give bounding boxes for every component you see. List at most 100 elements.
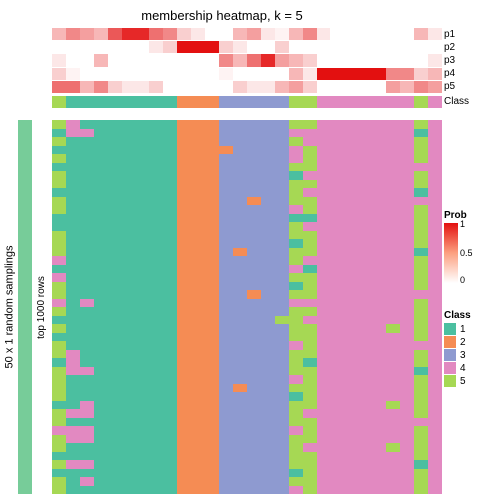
heatmap-cell [289, 299, 303, 308]
heatmap-cell [428, 214, 442, 223]
heatmap-cell [303, 163, 317, 172]
prob-cell [289, 41, 303, 53]
heatmap-cell [136, 486, 150, 495]
heatmap-cell [149, 231, 163, 240]
heatmap-row [52, 341, 442, 350]
heatmap-cell [428, 248, 442, 257]
heatmap-cell [247, 409, 261, 418]
heatmap-cell [414, 171, 428, 180]
heatmap-cell [233, 146, 247, 155]
heatmap-cell [303, 180, 317, 189]
heatmap-cell [149, 146, 163, 155]
heatmap-cell [275, 163, 289, 172]
heatmap-cell [233, 443, 247, 452]
heatmap-cell [261, 256, 275, 265]
prob-cell [386, 81, 400, 93]
heatmap-cell [136, 154, 150, 163]
heatmap-cell [289, 231, 303, 240]
heatmap-cell [66, 120, 80, 129]
heatmap-cell [94, 282, 108, 291]
heatmap-cell [122, 435, 136, 444]
heatmap-cell [66, 197, 80, 206]
heatmap-cell [400, 248, 414, 257]
heatmap-cell [372, 384, 386, 393]
heatmap-cell [386, 205, 400, 214]
heatmap-cell [205, 341, 219, 350]
heatmap-cell [80, 299, 94, 308]
prob-cell [80, 41, 94, 53]
heatmap-cell [108, 231, 122, 240]
heatmap-cell [108, 350, 122, 359]
heatmap-cell [330, 367, 344, 376]
heatmap-cell [303, 146, 317, 155]
heatmap-cell [136, 205, 150, 214]
heatmap-cell [344, 188, 358, 197]
heatmap-cell [275, 273, 289, 282]
heatmap-cell [289, 486, 303, 495]
heatmap-cell [52, 120, 66, 129]
heatmap-cell [80, 273, 94, 282]
heatmap-cell [52, 188, 66, 197]
heatmap-cell [219, 197, 233, 206]
heatmap-cell [358, 239, 372, 248]
heatmap-cell [233, 358, 247, 367]
heatmap-cell [414, 180, 428, 189]
heatmap-cell [205, 452, 219, 461]
heatmap-cell [122, 452, 136, 461]
heatmap-cell [372, 367, 386, 376]
heatmap-cell [372, 299, 386, 308]
heatmap-cell [386, 171, 400, 180]
heatmap-cell [205, 129, 219, 138]
heatmap-cell [233, 154, 247, 163]
heatmap-cell [205, 239, 219, 248]
heatmap-cell [191, 486, 205, 495]
heatmap-cell [66, 409, 80, 418]
heatmap-cell [191, 443, 205, 452]
heatmap-cell [275, 426, 289, 435]
heatmap-cell [428, 290, 442, 299]
heatmap-cell [122, 409, 136, 418]
prob-cell [136, 68, 150, 80]
heatmap-cell [122, 324, 136, 333]
class-row [52, 96, 442, 108]
heatmap-cell [275, 418, 289, 427]
heatmap-cell [400, 154, 414, 163]
heatmap-cell [163, 299, 177, 308]
heatmap-cell [386, 129, 400, 138]
heatmap-cell [122, 290, 136, 299]
prob-cell [386, 54, 400, 66]
heatmap-cell [261, 163, 275, 172]
heatmap-cell [386, 137, 400, 146]
heatmap-row [52, 443, 442, 452]
prob-cell [330, 41, 344, 53]
heatmap-cell [52, 180, 66, 189]
heatmap-cell [330, 282, 344, 291]
heatmap-cell [177, 129, 191, 138]
heatmap-cell [52, 316, 66, 325]
heatmap-cell [289, 265, 303, 274]
heatmap-cell [372, 214, 386, 223]
prob-cell [66, 28, 80, 40]
heatmap-cell [205, 409, 219, 418]
heatmap-cell [261, 426, 275, 435]
heatmap-cell [52, 137, 66, 146]
heatmap-cell [80, 392, 94, 401]
heatmap-cell [66, 469, 80, 478]
heatmap-cell [66, 460, 80, 469]
heatmap-cell [136, 137, 150, 146]
heatmap-cell [205, 375, 219, 384]
heatmap-cell [108, 477, 122, 486]
heatmap-cell [344, 197, 358, 206]
heatmap-cell [191, 384, 205, 393]
heatmap-cell [205, 469, 219, 478]
heatmap-cell [303, 214, 317, 223]
heatmap-cell [344, 273, 358, 282]
heatmap-row [52, 460, 442, 469]
heatmap-cell [344, 460, 358, 469]
heatmap-cell [177, 341, 191, 350]
heatmap-cell [317, 120, 331, 129]
heatmap-cell [428, 273, 442, 282]
heatmap-cell [108, 435, 122, 444]
heatmap-cell [122, 418, 136, 427]
heatmap-cell [400, 265, 414, 274]
